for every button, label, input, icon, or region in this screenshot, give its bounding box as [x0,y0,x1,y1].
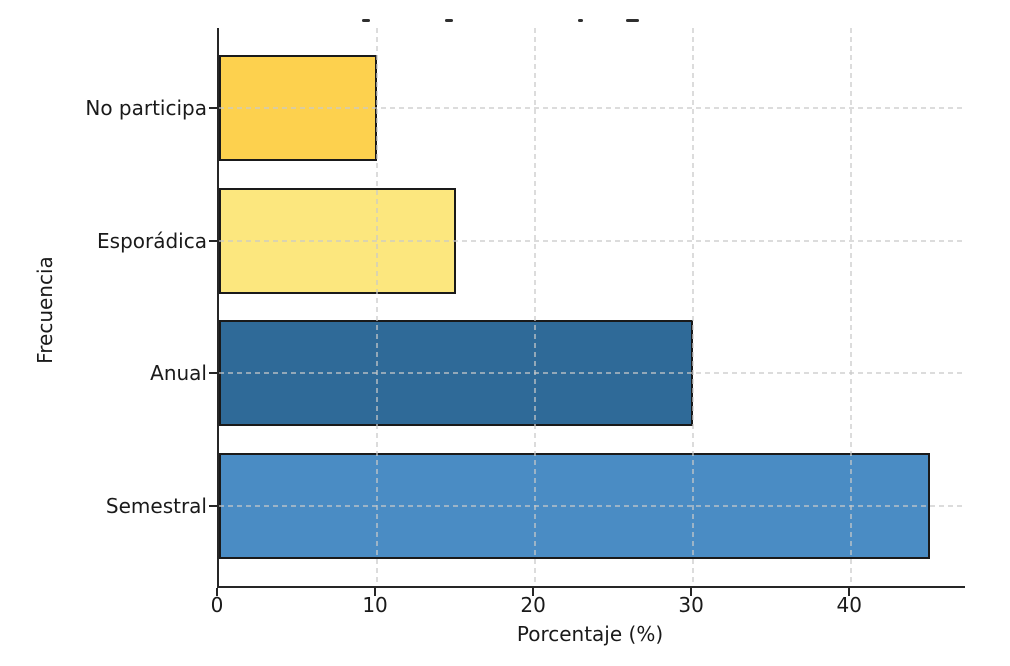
cropped-title-mark [362,19,370,22]
x-tick-label-40: 40 [836,593,862,617]
x-tick-label-30: 30 [678,593,704,617]
x-tick-mark-0 [216,588,218,596]
x-tick-label-10: 10 [362,593,388,617]
x-tick-mark-20 [532,588,535,596]
plot-area [217,28,965,588]
bar-esporadica [219,187,457,294]
x-tick-mark-10 [374,588,377,596]
y-tick-mark-semestral [209,505,217,507]
y-tick-mark-esporadica [209,239,217,242]
y-axis-label: Frecuencia [33,256,57,364]
y-tick-mark-anual [209,372,217,375]
x-tick-mark-40 [848,588,851,596]
bar-anual [219,320,694,427]
x-axis-label: Porcentaje (%) [516,622,664,646]
x-tick-label-0: 0 [210,593,224,617]
category-label-no-participa: No participa [85,96,207,120]
y-tick-mark-no-participa [209,107,217,109]
category-label-esporadica: Esporádica [97,228,207,253]
cropped-title-mark [445,19,453,22]
category-label-anual: Anual [150,361,207,386]
x-tick-label-20: 20 [520,593,546,617]
category-label-semestral: Semestral [105,494,207,518]
cropped-title-mark [578,19,583,22]
cropped-title-mark [626,19,639,22]
bar-no-participa [219,55,378,161]
x-tick-mark-30 [690,588,693,596]
bar-semestral [219,453,931,559]
